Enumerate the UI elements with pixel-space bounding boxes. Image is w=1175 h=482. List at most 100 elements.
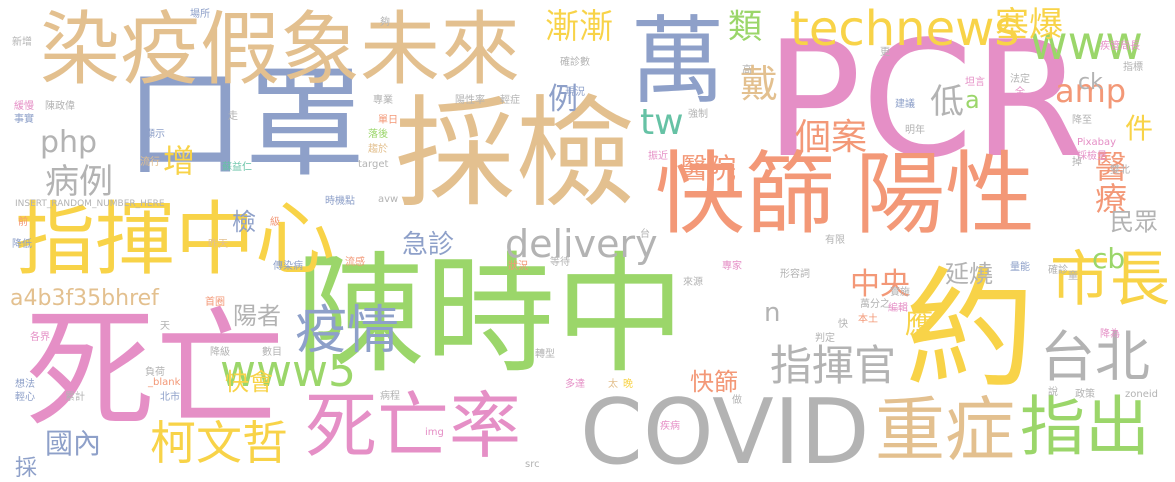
word-cdc-director: 疾管局長 <box>1100 41 1140 52</box>
word-gradually: 漸漸 <box>545 7 613 47</box>
word-north-city: 北市 <box>160 392 180 403</box>
word-all-sectors: 各界 <box>30 332 50 343</box>
word-day: 天 <box>160 321 170 332</box>
word-sample-volume: 採檢量 <box>1077 151 1107 162</box>
word-adjective: 形容詞 <box>780 269 810 280</box>
word-more: 更 <box>880 47 890 58</box>
word-test: 檢 <box>232 208 256 236</box>
word-tw: tw <box>640 102 684 143</box>
word-level: 級 <box>270 217 280 228</box>
word-transform: 轉型 <box>535 349 555 360</box>
word-medical: 醫療 <box>1090 150 1128 214</box>
word-src: src <box>525 459 540 470</box>
word-tai: 台 <box>640 229 650 240</box>
word-target: target <box>358 159 389 170</box>
word-waiting: 等待 <box>550 257 570 268</box>
word-suggest: 建議 <box>895 99 915 110</box>
word-idea: 想法 <box>15 379 35 390</box>
word-n: n <box>764 298 781 328</box>
word-hospital: 醫院 <box>680 152 737 185</box>
word-low: 低 <box>930 82 964 122</box>
word-zoneid: zoneid <box>1125 389 1158 400</box>
word-pandemic: 流行 <box>140 157 160 168</box>
word-pixabay: Pixabay <box>1077 137 1117 148</box>
word-limited: 有限 <box>825 235 845 246</box>
word-rapid-test-small: 快篩 <box>690 368 738 396</box>
word-mayor: 市長 <box>1050 245 1170 315</box>
word-do: 做 <box>732 395 742 406</box>
word-capacity: 量能 <box>1010 262 1030 273</box>
word-local: 本土 <box>858 314 878 325</box>
word-drop: 掉 <box>1072 157 1082 168</box>
word-status: 現況 <box>565 87 585 98</box>
word-category: 類 <box>728 7 762 47</box>
word-determine: 判定 <box>815 333 835 344</box>
word-venue: 場所 <box>190 9 210 20</box>
word-load: 負荷 <box>145 367 165 378</box>
word-lagging: 落後 <box>368 129 388 140</box>
word-ten-thousand: 萬 <box>630 7 726 117</box>
word-avw: avw <box>378 194 399 205</box>
word-fact: 事實 <box>14 114 34 125</box>
word-case: 例 <box>548 82 578 117</box>
word-chen-cheng-wei: 陳政偉 <box>45 101 75 112</box>
word-new: 新增 <box>12 37 32 48</box>
word-delivery: delivery <box>505 222 658 266</box>
word-fast-meeting: 快會 <box>225 368 273 396</box>
word-situation: 狀況 <box>508 261 528 272</box>
word-flu: 流感 <box>345 257 365 268</box>
word-spreading: 延燒 <box>945 260 993 288</box>
word-img: img <box>425 427 444 438</box>
word-single-day: 單日 <box>378 115 398 126</box>
word-number: 數目 <box>262 347 282 358</box>
word-all: 全 <box>1015 87 1025 98</box>
word-amp: amp <box>1055 72 1127 110</box>
word-overloaded: 塞爆 <box>995 5 1063 45</box>
word-cases: 病例 <box>45 162 113 202</box>
word-mask: 口罩 <box>125 55 365 194</box>
word-fast: 快 <box>838 319 848 330</box>
word-command-center: 指揮中心 <box>15 193 335 286</box>
word-high: 高 <box>742 65 752 76</box>
word-implement: 實施 <box>890 287 910 298</box>
word-mandatory: 強制 <box>688 109 708 120</box>
word-ck: ck <box>1078 70 1103 95</box>
word-recent: 振近 <box>648 151 668 162</box>
word-item: 件 <box>1125 112 1154 145</box>
word-chen-shih-chung: 陳時中 <box>295 239 686 391</box>
word-course: 病程 <box>380 391 400 402</box>
word-edit: 編輯 <box>888 303 908 314</box>
word-mild: 輕症 <box>500 95 520 106</box>
word-statutory: 法定 <box>1010 74 1030 85</box>
word-slow: 緩慢 <box>14 101 34 112</box>
word-positivity-rate: 陽性率 <box>455 95 485 106</box>
word-epidemic: 疫情 <box>295 301 400 361</box>
word-confirmed: 確診 <box>1048 265 1068 276</box>
word-death: 死亡 <box>25 294 286 446</box>
word-php: php <box>40 125 98 160</box>
word-emergency: 急診 <box>402 230 455 260</box>
word-child: 童 <box>1068 271 1078 282</box>
word-down-to: 降至 <box>1072 115 1092 126</box>
word-should: 應 <box>905 307 934 340</box>
word-su-yi-jen: 蘇益仁 <box>222 162 252 173</box>
word-www: www <box>1030 16 1143 70</box>
word-source: 來源 <box>683 277 703 288</box>
word-twin-north: 雙北 <box>1110 165 1130 176</box>
word-public: 民眾 <box>1110 208 1158 236</box>
word-insert-random: INSERT_RANDOM_NUMBER_HERE <box>15 199 165 209</box>
word-domestic: 國內 <box>45 427 102 460</box>
word-a: a <box>965 86 980 114</box>
word-admit: 坦言 <box>965 77 985 88</box>
word-positive-person: 陽者 <box>233 302 281 330</box>
word-reduce: 降低 <box>12 239 32 250</box>
word-walk: 走 <box>228 111 238 122</box>
word-covid: COVID <box>580 380 870 482</box>
word-taipei: 台北 <box>1040 325 1151 389</box>
word-wear: 戴 <box>740 62 779 106</box>
word-late: 晚 <box>623 379 633 390</box>
word-blank: _blank <box>148 377 181 388</box>
word-reduced-to: 降為 <box>1100 329 1120 340</box>
word-severe: 重症 <box>875 389 1015 471</box>
word-infectious-disease: 傳染病 <box>273 261 303 272</box>
